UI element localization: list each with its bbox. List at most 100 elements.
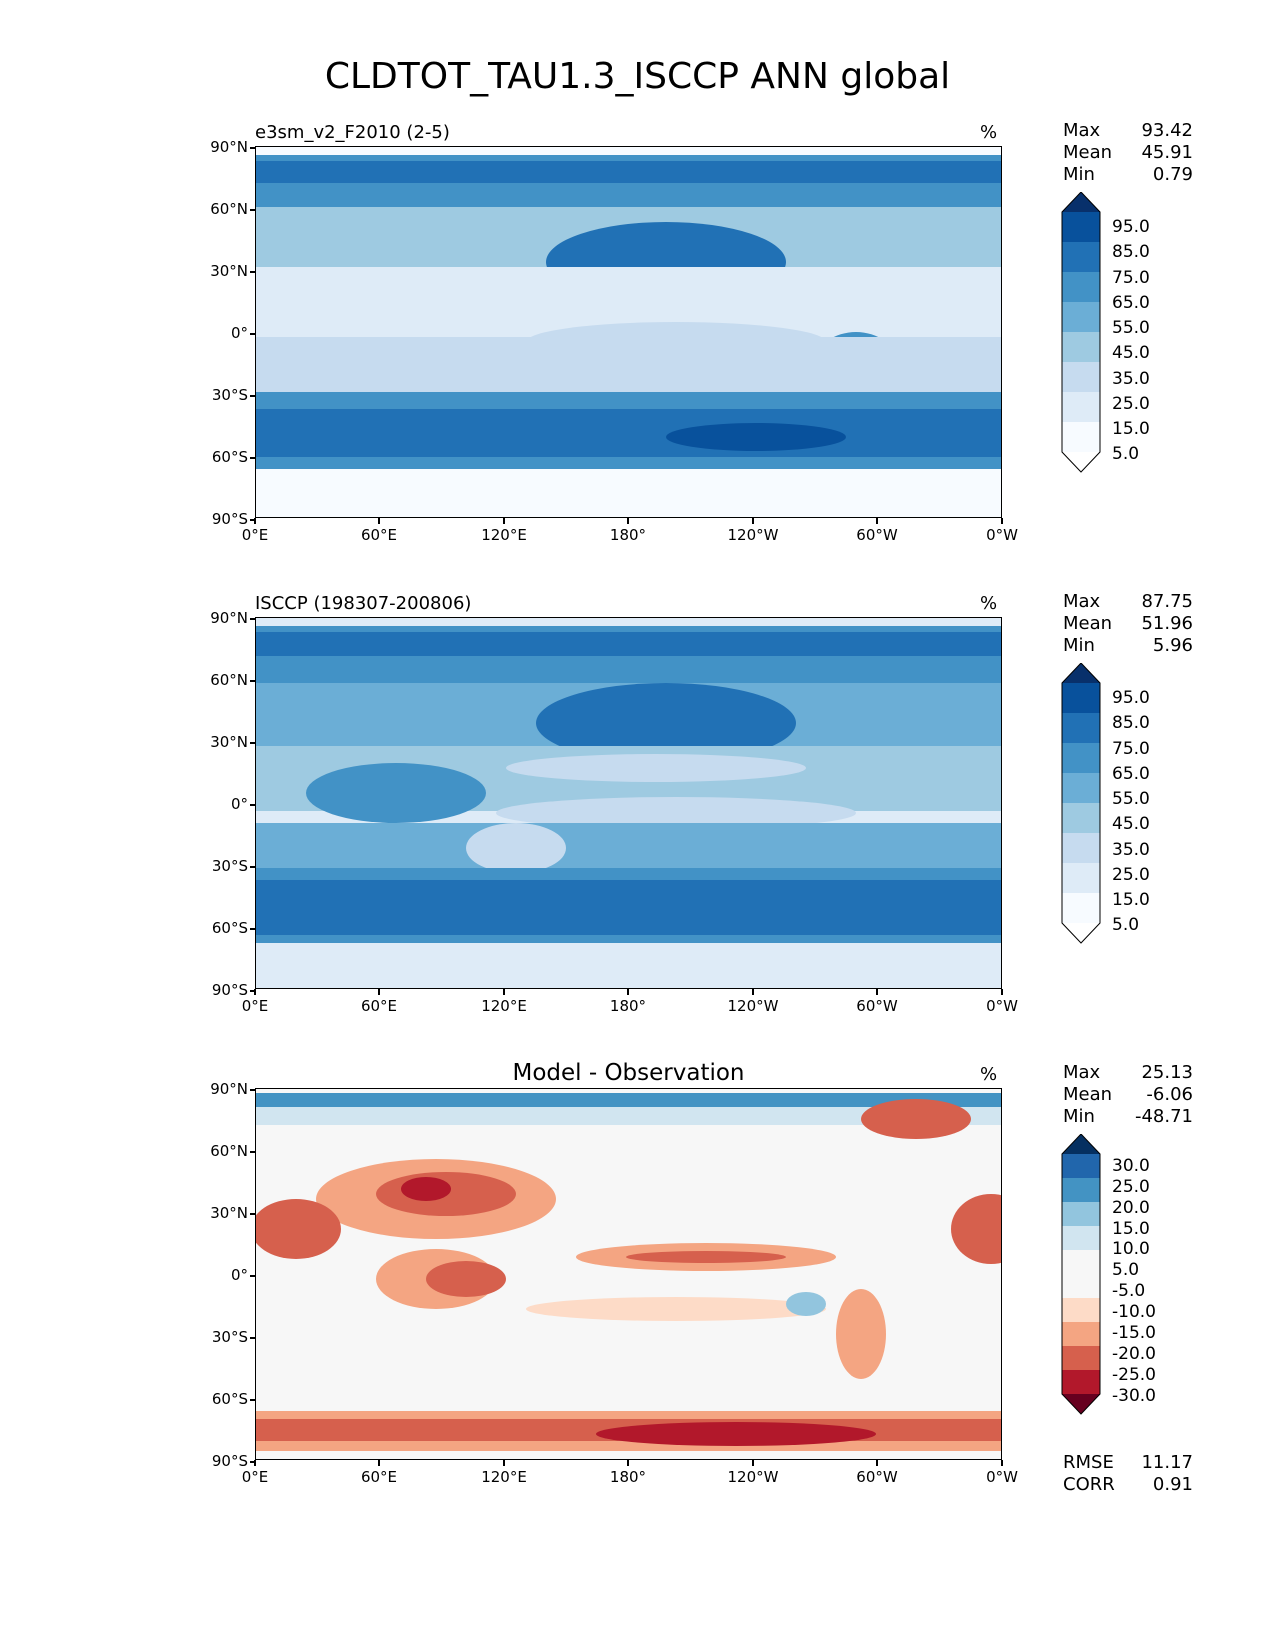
colorbar-tick-label: 5.0 <box>1112 444 1140 465</box>
lon-tick: 180° <box>598 518 658 544</box>
colorbar-tick-label: 25.0 <box>1112 393 1150 414</box>
observation-map-svg <box>256 618 1001 988</box>
colorbar-tick-label: 10.0 <box>1112 1239 1150 1260</box>
colorbar-tick-label: 75.0 <box>1112 267 1150 288</box>
colorbar-tick-label: 65.0 <box>1112 763 1150 784</box>
lat-tick: 60°S <box>193 1390 256 1408</box>
colorbar-segment <box>1062 1202 1100 1227</box>
panel-title: ISCCP (198307-200806) <box>255 593 472 614</box>
stats-block: Max 25.13 Mean -6.06 Min -48.71 <box>1063 1062 1193 1128</box>
panel-title: e3sm_v2_F2010 (2-5) <box>255 122 450 143</box>
lon-tick: 0°W <box>972 989 1032 1015</box>
stat-value: 0.91 <box>1152 1474 1193 1495</box>
colorbar-tick-label: 20.0 <box>1112 1197 1150 1218</box>
lat-tick: 60°N <box>193 671 256 689</box>
stat-label: CORR <box>1063 1474 1115 1495</box>
colorbar-svg <box>1061 1134 1101 1415</box>
colorbar-tick-label: -20.0 <box>1112 1343 1156 1364</box>
colorbar-segment <box>1062 1250 1100 1275</box>
colorbar-tick-label: 15.0 <box>1112 890 1150 911</box>
colorbar-tick-label: 30.0 <box>1112 1156 1150 1176</box>
lon-tick: 120°W <box>723 518 783 544</box>
colorbar-tick-label: 55.0 <box>1112 789 1150 810</box>
colorbar-segment <box>1062 422 1100 453</box>
colorbar-segment <box>1062 803 1100 834</box>
lat-tick: 60°N <box>193 200 256 218</box>
lon-tick: 60°W <box>847 1460 907 1486</box>
lon-tick: 180° <box>598 989 658 1015</box>
colorbar-tick-label: 5.0 <box>1112 915 1140 936</box>
colorbar-tick-label: 95.0 <box>1112 217 1150 237</box>
lat-tick: 90°S <box>193 981 256 999</box>
lon-tick: 60°E <box>349 1460 409 1486</box>
lat-tick: 60°N <box>193 1142 256 1160</box>
units-label: % <box>980 1064 998 1085</box>
colorbar: 95.0 85.0 75.0 65.0 55.0 45.0 35.0 25.0 15.0 5.0 <box>1060 192 1180 492</box>
stat-value: 5.96 <box>1152 635 1193 656</box>
colorbar-segment <box>1062 212 1100 243</box>
colorbar-segment <box>1062 1370 1100 1395</box>
colorbar: 30.0 25.0 20.0 15.0 10.0 5.0 -5.0 -10.0 -15.0 -20… <box>1060 1134 1180 1434</box>
colorbar-tick-label: 45.0 <box>1112 343 1150 364</box>
lat-tick: 30°S <box>193 1328 256 1346</box>
stat-value: 87.75 <box>1141 591 1193 612</box>
lat-tick: 90°N <box>193 138 256 156</box>
lat-tick: 0° <box>193 795 256 813</box>
stat-label: Max <box>1063 120 1101 141</box>
colorbar-segment <box>1062 1154 1100 1179</box>
lat-tick: 30°S <box>193 386 256 404</box>
units-label: % <box>980 122 998 143</box>
stat-label: Min <box>1063 1106 1095 1127</box>
lon-tick: 0°W <box>972 1460 1032 1486</box>
lat-tick: 30°N <box>193 733 256 751</box>
colorbar-tick-label: 15.0 <box>1112 419 1150 440</box>
stat-label: Mean <box>1063 142 1113 163</box>
lon-tick: 120°E <box>474 1460 534 1486</box>
colorbar-tick-label: -15.0 <box>1112 1322 1156 1343</box>
colorbar-segment <box>1062 1226 1100 1251</box>
lat-tick: 90°N <box>193 609 256 627</box>
lon-tick: 180° <box>598 1460 658 1486</box>
stat-label: Max <box>1063 1062 1101 1083</box>
colorbar-extend-min <box>1062 452 1100 472</box>
stats-block: Max 87.75 Mean 51.96 Min 5.96 <box>1063 591 1193 657</box>
colorbar-extend-max <box>1062 1134 1100 1154</box>
stat-value: 93.42 <box>1141 120 1193 141</box>
colorbar-tick-label: 35.0 <box>1112 368 1150 389</box>
colorbar: 95.0 85.0 75.0 65.0 55.0 45.0 35.0 25.0 15.0 5.0 <box>1060 663 1180 963</box>
colorbar-tick-label: 95.0 <box>1112 688 1150 708</box>
colorbar-segment <box>1062 1178 1100 1203</box>
lon-tick: 60°E <box>349 518 409 544</box>
lon-tick: 120°E <box>474 989 534 1015</box>
colorbar-tick-label: 85.0 <box>1112 713 1150 734</box>
colorbar-tick-label: 25.0 <box>1112 864 1150 885</box>
lat-tick: 60°S <box>193 448 256 466</box>
lon-tick: 0°E <box>225 989 285 1015</box>
stat-label: Mean <box>1063 1084 1113 1105</box>
lon-tick: 0°E <box>225 1460 285 1486</box>
lat-tick: 60°S <box>193 919 256 937</box>
colorbar-segment <box>1062 683 1100 714</box>
colorbar-svg <box>1061 663 1101 944</box>
colorbar-extend-max <box>1062 192 1100 212</box>
colorbar-segment <box>1062 392 1100 423</box>
lat-tick: 0° <box>193 1266 256 1284</box>
lon-tick: 60°E <box>349 989 409 1015</box>
colorbar-tick-label: 5.0 <box>1112 1260 1140 1281</box>
stat-label: Min <box>1063 164 1095 185</box>
lon-tick: 120°W <box>723 989 783 1015</box>
colorbar-tick-label: 75.0 <box>1112 738 1150 759</box>
figure-title: CLDTOT_TAU1.3_ISCCP ANN global <box>324 56 951 97</box>
stat-label: Min <box>1063 635 1095 656</box>
stats-block: Max 93.42 Mean 45.91 Min 0.79 <box>1063 120 1193 186</box>
colorbar-tick-label: -10.0 <box>1112 1302 1156 1323</box>
colorbar-segment <box>1062 272 1100 303</box>
colorbar-segment <box>1062 863 1100 894</box>
colorbar-tick-label: -25.0 <box>1112 1364 1156 1385</box>
lon-tick: 60°W <box>847 989 907 1015</box>
colorbar-outline <box>1061 192 1101 473</box>
lat-tick: 90°N <box>193 1080 256 1098</box>
stat-value: 25.13 <box>1141 1062 1193 1083</box>
colorbar-tick-label: -5.0 <box>1112 1281 1146 1302</box>
lon-tick: 60°W <box>847 518 907 544</box>
